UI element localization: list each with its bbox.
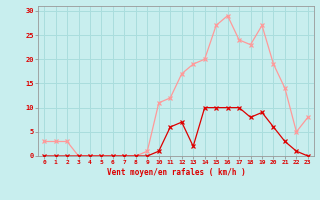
X-axis label: Vent moyen/en rafales ( km/h ): Vent moyen/en rafales ( km/h ) [107,168,245,177]
